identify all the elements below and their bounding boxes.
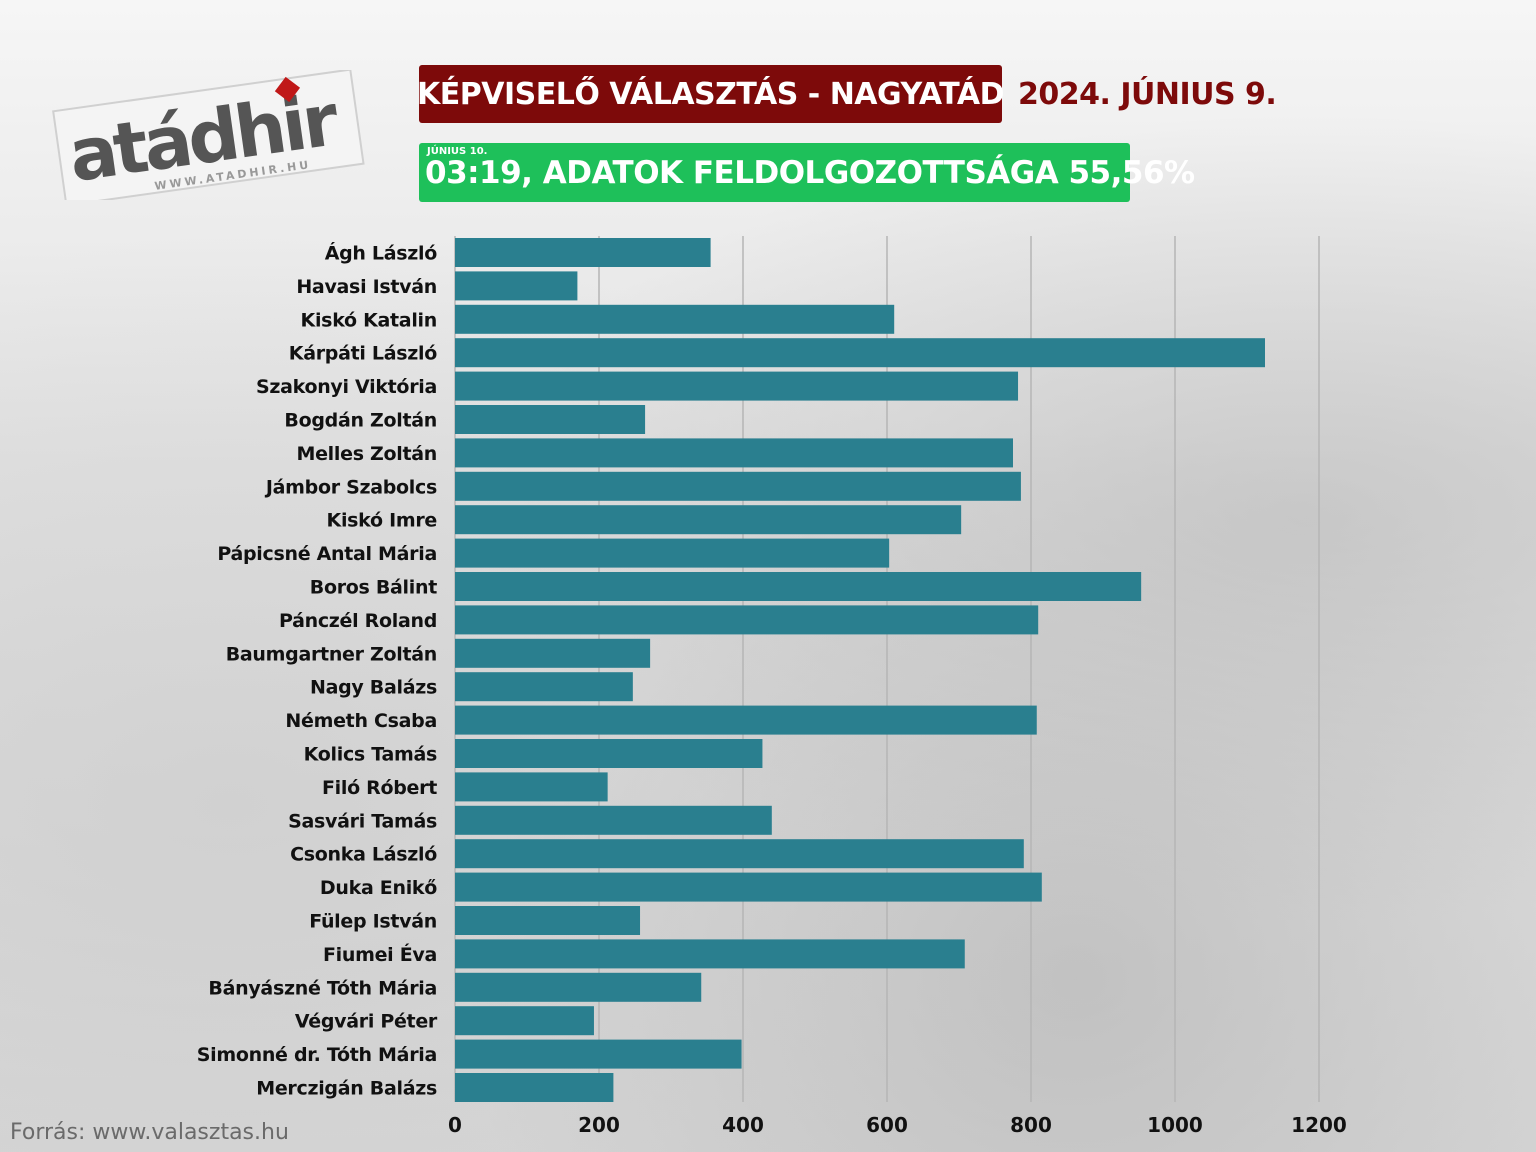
category-label: Pápicsné Antal Mária — [217, 543, 437, 565]
x-tick-label: 200 — [578, 1113, 620, 1137]
bar — [455, 772, 608, 802]
category-label: Bányászné Tóth Mária — [208, 977, 437, 999]
category-label: Melles Zoltán — [296, 443, 437, 465]
bar — [455, 1039, 742, 1069]
category-label: Ágh László — [325, 242, 438, 265]
category-label: Boros Bálint — [310, 577, 437, 599]
bar — [455, 238, 711, 267]
category-label: Simonné dr. Tóth Mária — [197, 1044, 437, 1066]
bar — [455, 739, 763, 768]
category-label: Merczigán Balázs — [256, 1078, 437, 1100]
bar — [455, 371, 1019, 401]
x-tick-label: 1000 — [1147, 1113, 1203, 1137]
header-title: KÉPVISELŐ VÁLASZTÁS - NAGYATÁD — [417, 65, 1004, 123]
bar — [455, 705, 1037, 735]
category-label: Filó Róbert — [322, 777, 437, 799]
x-tick-label: 1200 — [1291, 1113, 1347, 1137]
bar — [455, 572, 1142, 601]
category-label: Havasi István — [296, 276, 437, 298]
processing-status-box: JÚNIUS 10. 03:19, ADATOK FELDOLGOZOTTSÁG… — [419, 143, 1195, 202]
x-tick-label: 600 — [866, 1113, 908, 1137]
status-date: JÚNIUS 10. — [427, 146, 488, 157]
bar — [455, 405, 646, 434]
bar — [455, 672, 633, 702]
x-tick-label: 0 — [448, 1113, 462, 1137]
category-label: Végvári Péter — [295, 1011, 438, 1033]
bar — [455, 805, 772, 835]
bar — [455, 338, 1265, 368]
category-label: Nagy Balázs — [310, 677, 437, 699]
bar — [455, 1006, 594, 1036]
bar — [455, 271, 578, 301]
category-label: Kiskó Imre — [327, 510, 437, 532]
bar — [455, 505, 962, 535]
category-label: Kárpáti László — [289, 343, 437, 365]
bar — [455, 972, 702, 1002]
category-label: Duka Enikő — [320, 877, 437, 899]
bar — [455, 471, 1021, 501]
bar — [455, 1073, 614, 1102]
category-label: Csonka László — [290, 844, 437, 866]
atadhir-logo: atádhir WWW.ATADHIR.HU — [52, 70, 365, 200]
category-label: Bogdán Zoltán — [284, 410, 437, 432]
category-label: Fiumei Éva — [323, 943, 437, 966]
bar — [455, 872, 1042, 902]
category-label: Jámbor Szabolcs — [264, 476, 437, 498]
source-note: Forrás: www.valasztas.hu — [10, 1120, 289, 1145]
bar — [455, 605, 1039, 635]
bar — [455, 438, 1013, 468]
header-date: 2024. JÚNIUS 9. — [1018, 76, 1277, 112]
category-label: Sasvári Tamás — [288, 810, 437, 832]
bar — [455, 939, 965, 969]
category-label: Kolics Tamás — [304, 744, 437, 766]
category-label: Kiskó Katalin — [301, 309, 437, 331]
category-label: Fülep István — [309, 911, 437, 933]
bar — [455, 304, 895, 334]
x-tick-label: 400 — [722, 1113, 764, 1137]
category-label: Németh Csaba — [285, 710, 437, 732]
category-label: Baumgartner Zoltán — [226, 643, 437, 665]
bar — [455, 638, 651, 668]
category-label: Szakonyi Viktória — [256, 376, 437, 398]
status-text: 03:19, ADATOK FELDOLGOZOTTSÁGA 55,56% — [425, 155, 1195, 191]
category-label: Pánczél Roland — [279, 610, 437, 632]
x-tick-label: 800 — [1010, 1113, 1052, 1137]
bar — [455, 839, 1024, 869]
bar — [455, 906, 641, 935]
bar — [455, 538, 890, 568]
